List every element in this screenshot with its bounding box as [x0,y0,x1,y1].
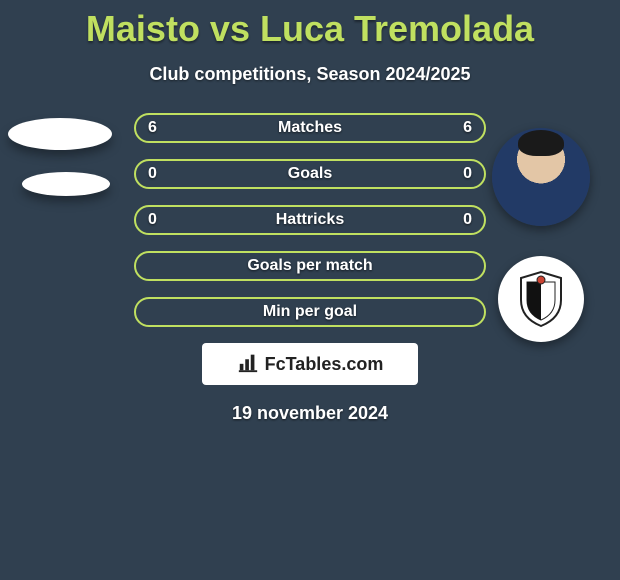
stat-label: Goals per match [247,257,372,275]
page-subtitle: Club competitions, Season 2024/2025 [0,64,620,85]
stat-row-min-per-goal: Min per goal [134,297,486,327]
stat-right-value: 0 [463,165,472,183]
stat-label: Goals [288,165,332,183]
stat-row-goals: 0 Goals 0 [134,159,486,189]
stat-label: Matches [278,119,342,137]
stat-left-value: 0 [148,165,157,183]
left-player-portrait-placeholder [8,118,112,150]
stat-label: Min per goal [263,303,357,321]
right-player-column [492,128,590,342]
stat-right-value: 0 [463,211,472,229]
stat-row-goals-per-match: Goals per match [134,251,486,281]
right-player-portrait [492,128,590,226]
right-player-club-crest [498,256,584,342]
stat-left-value: 6 [148,119,157,137]
brand-label: FcTables.com [265,354,384,375]
stat-row-hattricks: 0 Hattricks 0 [134,205,486,235]
stat-right-value: 6 [463,119,472,137]
stat-left-value: 0 [148,211,157,229]
page-title: Maisto vs Luca Tremolada [0,0,620,50]
left-player-column [8,118,118,218]
snapshot-date: 19 november 2024 [0,403,620,424]
left-player-crest-placeholder [22,172,110,196]
stat-label: Hattricks [276,211,344,229]
stats-table: 6 Matches 6 0 Goals 0 0 Hattricks 0 Goal… [134,113,486,327]
brand-attribution[interactable]: FcTables.com [202,343,418,385]
shield-icon [517,270,565,328]
stat-row-matches: 6 Matches 6 [134,113,486,143]
bar-chart-icon [237,351,259,378]
